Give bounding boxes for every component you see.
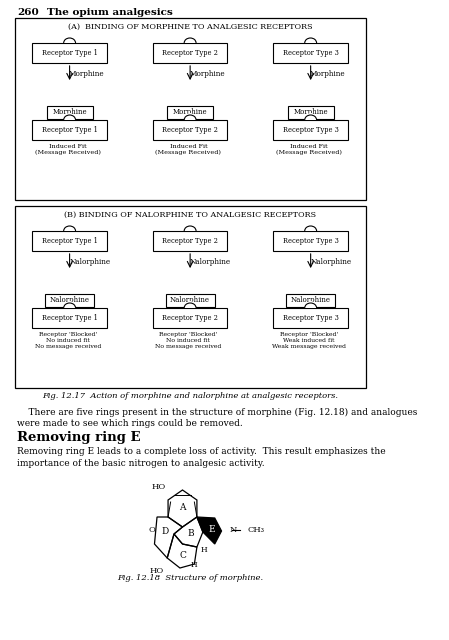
Text: Fig. 12.17  Action of morphine and nalorphine at analgesic receptors.: Fig. 12.17 Action of morphine and nalorp… (42, 392, 338, 400)
Text: Morphine: Morphine (189, 70, 225, 77)
FancyBboxPatch shape (32, 308, 107, 328)
FancyBboxPatch shape (286, 294, 335, 307)
Text: Nalorphine: Nalorphine (170, 296, 210, 304)
Text: importance of the basic nitrogen to analgesic activity.: importance of the basic nitrogen to anal… (17, 458, 264, 467)
Text: Morphine: Morphine (293, 108, 328, 116)
Text: Receptor Type 2: Receptor Type 2 (162, 237, 218, 245)
FancyBboxPatch shape (45, 294, 94, 307)
FancyBboxPatch shape (288, 106, 334, 118)
Wedge shape (305, 113, 317, 120)
Text: Receptor Type 2: Receptor Type 2 (162, 314, 218, 322)
Polygon shape (197, 517, 221, 544)
Text: N: N (229, 526, 237, 534)
Text: Morphine: Morphine (310, 70, 345, 77)
FancyBboxPatch shape (32, 231, 107, 251)
Wedge shape (64, 224, 75, 231)
Text: The opium analgesics: The opium analgesics (47, 8, 172, 17)
Text: Receptor 'Blocked'
No induced fit
No message received: Receptor 'Blocked' No induced fit No mes… (35, 332, 101, 349)
Text: were made to see which rings could be removed.: were made to see which rings could be re… (17, 419, 243, 428)
Text: Receptor Type 2: Receptor Type 2 (162, 49, 218, 57)
Wedge shape (184, 113, 196, 120)
Wedge shape (64, 113, 75, 120)
FancyBboxPatch shape (166, 294, 215, 307)
Text: 260: 260 (17, 8, 39, 17)
Text: D: D (161, 527, 168, 536)
Wedge shape (305, 36, 317, 43)
Text: Nalorphine: Nalorphine (70, 257, 110, 266)
FancyBboxPatch shape (15, 18, 366, 200)
Text: H: H (200, 546, 207, 554)
Text: Receptor Type 3: Receptor Type 3 (283, 49, 339, 57)
FancyBboxPatch shape (273, 308, 348, 328)
Text: B: B (188, 529, 194, 538)
Wedge shape (64, 36, 75, 43)
Text: C: C (180, 550, 187, 559)
Text: Removing ring E: Removing ring E (17, 431, 141, 445)
Text: Receptor Type 1: Receptor Type 1 (42, 126, 97, 134)
Text: Receptor 'Blocked'
Weak induced fit
Weak message received: Receptor 'Blocked' Weak induced fit Weak… (272, 332, 346, 349)
Text: Removing ring E leads to a complete loss of activity.  This result emphasizes th: Removing ring E leads to a complete loss… (17, 447, 386, 456)
Text: Receptor Type 3: Receptor Type 3 (283, 126, 339, 134)
Wedge shape (64, 301, 75, 308)
Text: Receptor Type 1: Receptor Type 1 (42, 237, 97, 245)
FancyBboxPatch shape (273, 120, 348, 140)
FancyBboxPatch shape (273, 43, 348, 63)
Text: O: O (149, 526, 155, 534)
Wedge shape (305, 224, 317, 231)
Text: Morphine: Morphine (52, 108, 87, 116)
Text: Receptor Type 3: Receptor Type 3 (283, 314, 339, 322)
Text: H: H (191, 561, 198, 569)
Text: E: E (208, 525, 215, 534)
Text: Induced Fit
(Message Received): Induced Fit (Message Received) (276, 144, 342, 155)
Text: Nalorphine: Nalorphine (190, 257, 231, 266)
Text: Receptor Type 3: Receptor Type 3 (283, 237, 339, 245)
FancyBboxPatch shape (153, 120, 228, 140)
FancyBboxPatch shape (15, 206, 366, 388)
Text: There are five rings present in the structure of morphine (Fig. 12.18) and analo: There are five rings present in the stru… (17, 408, 418, 417)
Text: Receptor 'Blocked'
No induced fit
No message received: Receptor 'Blocked' No induced fit No mes… (155, 332, 222, 349)
Text: Induced Fit
(Message Received): Induced Fit (Message Received) (155, 144, 221, 155)
Wedge shape (184, 224, 196, 231)
Wedge shape (184, 301, 196, 308)
Text: Nalorphine: Nalorphine (310, 257, 352, 266)
Wedge shape (305, 301, 317, 308)
Text: Receptor Type 1: Receptor Type 1 (42, 49, 97, 57)
Text: CH₃: CH₃ (248, 526, 265, 534)
Text: Induced Fit
(Message Received): Induced Fit (Message Received) (35, 144, 101, 155)
FancyBboxPatch shape (47, 106, 92, 118)
Text: Fig. 12.18  Structure of morphine.: Fig. 12.18 Structure of morphine. (117, 574, 263, 582)
Text: Morphine: Morphine (173, 108, 207, 116)
Text: (B) BINDING OF NALORPHINE TO ANALGESIC RECEPTORS: (B) BINDING OF NALORPHINE TO ANALGESIC R… (65, 211, 317, 219)
Text: Nalorphine: Nalorphine (49, 296, 90, 304)
FancyBboxPatch shape (167, 106, 213, 118)
Text: A: A (179, 504, 186, 513)
FancyBboxPatch shape (273, 231, 348, 251)
Text: Nalorphine: Nalorphine (291, 296, 330, 304)
Text: Receptor Type 2: Receptor Type 2 (162, 126, 218, 134)
Text: Receptor Type 1: Receptor Type 1 (42, 314, 97, 322)
FancyBboxPatch shape (153, 43, 228, 63)
FancyBboxPatch shape (32, 43, 107, 63)
FancyBboxPatch shape (153, 308, 228, 328)
Text: HO: HO (150, 567, 164, 575)
Wedge shape (184, 36, 196, 43)
Text: HO: HO (151, 483, 166, 491)
FancyBboxPatch shape (32, 120, 107, 140)
Text: Morphine: Morphine (69, 70, 104, 77)
Text: (A)  BINDING OF MORPHINE TO ANALGESIC RECEPTORS: (A) BINDING OF MORPHINE TO ANALGESIC REC… (68, 23, 313, 31)
FancyBboxPatch shape (153, 231, 228, 251)
